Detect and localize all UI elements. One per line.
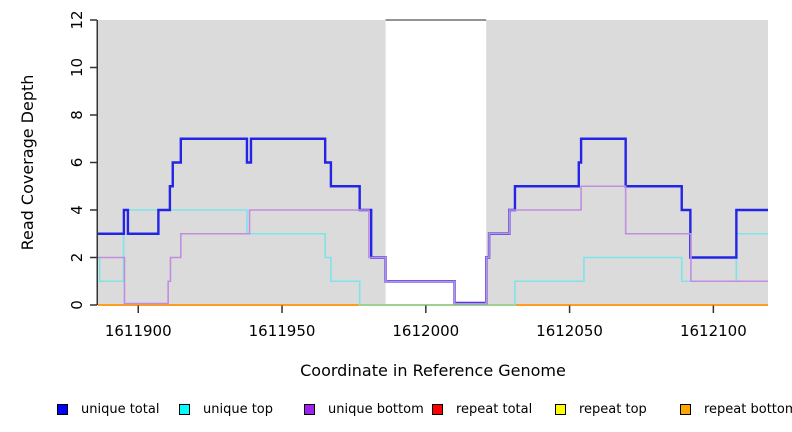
coverage-chart-canvas: 0 2 4 6 8 10 12 1611900 1611950 1612000 1612050 161… [18, 10, 768, 380]
y-tick-label: 10 [68, 58, 86, 77]
legend-item-repeat-bottom: repeat bottom [680, 400, 792, 418]
y-tick-label: 0 [68, 300, 86, 310]
legend-label: repeat total [456, 401, 533, 417]
legend-item-unique-total: unique total [57, 400, 159, 418]
chart-legend: unique total unique top unique bottom re… [0, 400, 792, 420]
legend-item-unique-top: unique top [179, 400, 273, 418]
y-tick-label: 12 [68, 10, 86, 29]
series-line-unique-bottom [98, 185, 768, 305]
x-tick-label: 1612000 [392, 322, 459, 340]
y-tick-label: 6 [68, 158, 86, 168]
series-line-unique-top [98, 209, 768, 306]
y-tick-label: 2 [68, 253, 86, 263]
legend-label: unique top [203, 401, 274, 417]
legend-label: repeat bottom [704, 401, 792, 417]
shaded-genome-region [486, 20, 768, 305]
x-tick-label: 1611950 [249, 322, 316, 340]
y-axis-label: Read Coverage Depth [18, 75, 37, 251]
axes: 0 2 4 6 8 10 12 1611900 1611950 1612000 1612050 161… [68, 10, 747, 340]
unique-total-swatch-icon [57, 403, 68, 415]
legend-label: repeat top [579, 401, 647, 417]
legend-item-repeat-top: repeat top [555, 400, 647, 418]
y-tick-label: 4 [68, 205, 86, 215]
x-tick-label: 1611900 [105, 322, 172, 340]
legend-label: unique total [81, 401, 160, 417]
x-tick-label: 1612100 [680, 322, 747, 340]
legend-item-repeat-total: repeat total [432, 400, 532, 418]
repeat-bottom-swatch-icon [680, 403, 691, 415]
unique-bottom-swatch-icon [304, 403, 315, 415]
repeat-total-swatch-icon [432, 403, 443, 415]
unique-top-swatch-icon [179, 403, 190, 415]
shaded-genome-region [98, 20, 386, 305]
legend-label: unique bottom [328, 401, 424, 417]
y-tick-label: 8 [68, 110, 86, 120]
legend-item-unique-bottom: unique bottom [304, 400, 424, 418]
x-tick-label: 1612050 [536, 322, 603, 340]
repeat-top-swatch-icon [555, 403, 566, 415]
shaded-regions [98, 19, 768, 305]
series-lines [98, 137, 768, 306]
x-axis-label: Coordinate in Reference Genome [300, 361, 566, 380]
